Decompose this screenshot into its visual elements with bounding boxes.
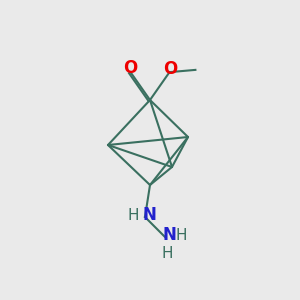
Text: N: N xyxy=(162,226,176,244)
Text: O: O xyxy=(164,60,178,78)
Text: N: N xyxy=(142,206,156,224)
Text: H: H xyxy=(175,227,187,242)
Text: O: O xyxy=(123,59,138,77)
Text: H: H xyxy=(127,208,139,223)
Text: H: H xyxy=(161,245,173,260)
